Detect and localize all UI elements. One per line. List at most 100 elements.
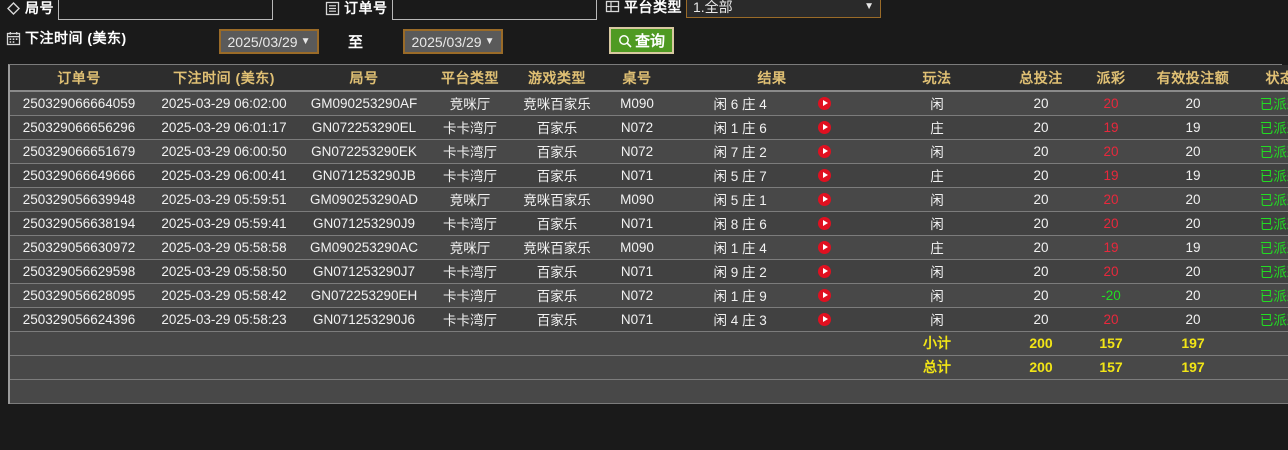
table-row[interactable]: 250329056629598 2025-03-29 05:58:50 GN0712…: [10, 259, 1288, 284]
order-no-input[interactable]: [391, 0, 597, 20]
search-button[interactable]: 查询: [609, 27, 675, 54]
cell-platform: 卡卡湾厅: [428, 307, 512, 332]
cell-valid-bet: 20: [1142, 283, 1244, 308]
chevron-down-icon: ▼: [484, 35, 495, 47]
cell-total-bet: 20: [1002, 163, 1080, 188]
blank-cell: [1142, 379, 1244, 404]
table-row[interactable]: 250329056638194 2025-03-29 05:59:41 GN0712…: [10, 211, 1288, 236]
result-text: 闲 9 庄 2: [713, 265, 767, 280]
cell-valid-bet: 19: [1142, 235, 1244, 260]
cell-platform: 卡卡湾厅: [428, 163, 512, 188]
total-row-total-bet: 200: [1002, 355, 1080, 380]
subtotal-row-total-bet: 200: [1002, 331, 1080, 356]
cell-valid-bet: 20: [1142, 139, 1244, 164]
cell-table-no: N071: [602, 259, 672, 284]
cell-game-type: 竞咪百家乐: [512, 235, 602, 260]
total-row-label: 总计: [872, 355, 1002, 380]
cell-game-type: 百家乐: [512, 259, 602, 284]
col-header-payout[interactable]: 派彩: [1080, 65, 1142, 92]
play-icon[interactable]: [817, 216, 831, 230]
cell-game-type: 百家乐: [512, 211, 602, 236]
table-row[interactable]: 250329056624396 2025-03-29 05:58:23 GN0712…: [10, 307, 1288, 332]
play-icon[interactable]: [817, 120, 831, 134]
play-icon[interactable]: [817, 288, 831, 302]
table-row[interactable]: 250329056639948 2025-03-29 05:59:51 GM0902…: [10, 187, 1288, 212]
cell-status: 已派彩: [1244, 91, 1288, 116]
col-header-platform[interactable]: 平台类型: [428, 65, 512, 92]
table-row[interactable]: 250329066649666 2025-03-29 06:00:41 GN0712…: [10, 163, 1288, 188]
cell-bet-time: 2025-03-29 05:58:50: [148, 259, 300, 284]
result-text: 闲 1 庄 9: [713, 289, 767, 304]
cell-result: 闲 4 庄 3: [672, 307, 872, 332]
cell-payout: 19: [1080, 115, 1142, 140]
chevron-down-icon: ▼: [300, 35, 311, 47]
total-row-round-no: [300, 355, 428, 380]
result-text: 闲 8 庄 6: [713, 217, 767, 232]
platform-type-select[interactable]: 1.全部 ▼: [686, 0, 881, 18]
cell-table-no: N071: [602, 307, 672, 332]
cell-table-no: N071: [602, 211, 672, 236]
date-to-picker[interactable]: 2025/03/29 ▼: [403, 29, 503, 54]
cell-table-no: N072: [602, 115, 672, 140]
blank-cell: [672, 379, 872, 404]
cell-payout: 19: [1080, 163, 1142, 188]
cell-total-bet: 20: [1002, 139, 1080, 164]
round-no-input[interactable]: [58, 0, 273, 20]
cell-round-no: GN072253290EK: [300, 139, 428, 164]
play-icon[interactable]: [817, 192, 831, 206]
col-header-play-type[interactable]: 玩法: [872, 65, 1002, 92]
total-row: 总计 200 157 197: [10, 355, 1288, 380]
cell-order-no: 250329056629598: [10, 259, 148, 284]
subtotal-row: 小计 200 157 197: [10, 331, 1288, 356]
total-row-bet-time: [148, 355, 300, 380]
bet-records-table: 订单号 下注时间 (美东) 局号 平台类型 游戏类型 桌号 结果 玩法 总投注 …: [8, 64, 1288, 404]
cell-round-no: GN071253290JB: [300, 163, 428, 188]
cell-payout: 19: [1080, 235, 1142, 260]
total-row-platform: [428, 355, 512, 380]
cell-payout: -20: [1080, 283, 1142, 308]
platform-icon: [605, 0, 620, 14]
col-header-bet-time[interactable]: 下注时间 (美东): [148, 65, 300, 92]
col-header-total-bet[interactable]: 总投注: [1002, 65, 1080, 92]
col-header-round-no[interactable]: 局号: [300, 65, 428, 92]
date-to-value: 2025/03/29: [411, 33, 482, 50]
date-from-value: 2025/03/29: [227, 33, 298, 50]
table-row[interactable]: 250329066656296 2025-03-29 06:01:17 GN0722…: [10, 115, 1288, 140]
play-icon[interactable]: [817, 168, 831, 182]
cell-play-type: 闲: [872, 187, 1002, 212]
cell-payout: 20: [1080, 139, 1142, 164]
col-header-game-type[interactable]: 游戏类型: [512, 65, 602, 92]
col-header-table-no[interactable]: 桌号: [602, 65, 672, 92]
play-icon[interactable]: [817, 240, 831, 254]
filter-round-no-label: 局号: [25, 0, 54, 16]
col-header-order-no[interactable]: 订单号: [10, 65, 148, 92]
filter-order-no-label: 订单号: [344, 0, 388, 16]
total-row-payout: 157: [1080, 355, 1142, 380]
cell-status: 已派彩: [1244, 307, 1288, 332]
table-row[interactable]: 250329066651679 2025-03-29 06:00:50 GN0722…: [10, 139, 1288, 164]
table-row[interactable]: 250329056628095 2025-03-29 05:58:42 GN0722…: [10, 283, 1288, 308]
cell-valid-bet: 19: [1142, 163, 1244, 188]
cell-game-type: 百家乐: [512, 163, 602, 188]
cell-table-no: M090: [602, 235, 672, 260]
cell-order-no: 250329066651679: [10, 139, 148, 164]
cell-table-no: M090: [602, 91, 672, 116]
play-icon[interactable]: [817, 264, 831, 278]
cell-total-bet: 20: [1002, 283, 1080, 308]
cell-play-type: 闲: [872, 259, 1002, 284]
cell-status: 已派彩: [1244, 283, 1288, 308]
play-icon[interactable]: [817, 312, 831, 326]
cell-table-no: M090: [602, 187, 672, 212]
subtotal-row-table-no: [602, 331, 672, 356]
play-icon[interactable]: [817, 96, 831, 110]
cell-status: 已派彩: [1244, 115, 1288, 140]
table-row[interactable]: 250329056630972 2025-03-29 05:58:58 GM0902…: [10, 235, 1288, 260]
date-from-picker[interactable]: 2025/03/29 ▼: [219, 29, 319, 54]
col-header-status[interactable]: 状态: [1244, 65, 1288, 92]
col-header-result[interactable]: 结果: [672, 65, 872, 92]
col-header-valid-bet[interactable]: 有效投注额: [1142, 65, 1244, 92]
table-row[interactable]: 250329066664059 2025-03-29 06:02:00 GM0902…: [10, 91, 1288, 116]
cell-order-no: 250329066664059: [10, 91, 148, 116]
cell-bet-time: 2025-03-29 05:58:58: [148, 235, 300, 260]
play-icon[interactable]: [817, 144, 831, 158]
